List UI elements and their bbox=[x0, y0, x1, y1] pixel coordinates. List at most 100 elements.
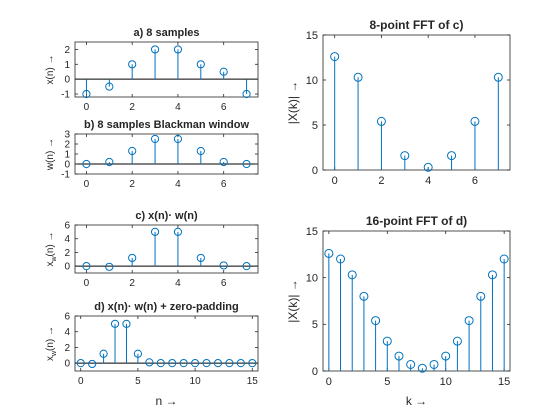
y-tick-label: 1 bbox=[64, 60, 70, 71]
x-tick-label: 4 bbox=[175, 278, 181, 289]
y-tick-label: 0 bbox=[64, 262, 70, 273]
stem-marker bbox=[225, 359, 234, 368]
stem-marker bbox=[196, 253, 205, 263]
stem-marker bbox=[499, 254, 509, 264]
y-tick-label: 6 bbox=[64, 312, 70, 323]
stem-marker bbox=[452, 336, 462, 346]
subplot-4: 0 5 10 15 0 2 4 6 d) x(n)· w(n) + zero-padding xw… bbox=[45, 301, 259, 408]
stem-marker bbox=[145, 358, 154, 367]
y-tick-label: 15 bbox=[306, 226, 318, 238]
stem-marker bbox=[376, 116, 386, 126]
y-axis-label: xw(n) → bbox=[45, 231, 58, 266]
x-tick-label: 10 bbox=[440, 376, 452, 388]
stem-marker bbox=[133, 349, 143, 358]
x-tick-label: 0 bbox=[84, 179, 90, 190]
y-tick-label: 5 bbox=[312, 120, 318, 132]
stem-marker bbox=[236, 359, 245, 368]
y-tick-label: 10 bbox=[306, 273, 318, 285]
y-tick-label: 2 bbox=[64, 248, 70, 259]
x-tick-label: 2 bbox=[378, 175, 384, 187]
stem-marker bbox=[82, 89, 91, 99]
stem-marker bbox=[82, 262, 91, 271]
x-tick-label: 6 bbox=[472, 175, 478, 187]
stem-marker bbox=[196, 60, 205, 69]
x-tick-label: 15 bbox=[498, 376, 510, 388]
chart-title: d) x(n)· w(n) + zero-padding bbox=[94, 301, 239, 313]
y-tick-label: 15 bbox=[306, 30, 318, 42]
stem-marker bbox=[242, 89, 251, 99]
stem-marker bbox=[99, 349, 108, 358]
x-tick-label: 2 bbox=[129, 179, 135, 190]
y-tick-label: 4 bbox=[64, 234, 70, 245]
chart-title: c) x(n)· w(n) bbox=[135, 210, 198, 222]
stem-marker bbox=[179, 359, 188, 368]
x-tick-label: 6 bbox=[221, 278, 227, 289]
y-tick-label: 0 bbox=[64, 359, 70, 370]
x-tick-label: 5 bbox=[135, 376, 141, 387]
stem-marker bbox=[441, 351, 451, 361]
stem-marker bbox=[105, 262, 114, 271]
x-tick-label: 0 bbox=[84, 102, 90, 113]
stem-marker bbox=[219, 157, 228, 167]
stem-marker bbox=[324, 248, 334, 258]
stem-marker bbox=[150, 45, 160, 54]
stem-marker bbox=[190, 359, 200, 368]
chart-title: 16-point FFT of d) bbox=[366, 214, 467, 228]
stem-marker bbox=[128, 60, 137, 69]
stem-marker bbox=[128, 146, 137, 156]
y-tick-label: 2 bbox=[64, 45, 70, 56]
stem-marker bbox=[88, 359, 97, 369]
stem-marker bbox=[150, 134, 160, 144]
stem-marker bbox=[105, 157, 114, 167]
stem-marker bbox=[76, 359, 85, 368]
stem-marker bbox=[470, 116, 480, 126]
y-axis-label: w(n) → bbox=[45, 138, 56, 171]
stem-marker bbox=[242, 159, 251, 169]
stem-marker bbox=[423, 162, 433, 172]
y-tick-label: 0 bbox=[64, 75, 70, 86]
chart-title: 8-point FFT of c) bbox=[370, 18, 464, 32]
axes-box bbox=[74, 315, 259, 372]
x-tick-label: 2 bbox=[129, 102, 135, 113]
stem-marker bbox=[82, 159, 91, 169]
chart-title: a) 8 samples bbox=[133, 27, 199, 39]
y-axis-label: |X(k)| → bbox=[286, 81, 300, 125]
stem-marker bbox=[173, 227, 183, 236]
y-tick-label: -1 bbox=[61, 90, 70, 101]
chart-title: b) 8 samples Blackman window bbox=[84, 119, 249, 131]
stem-marker bbox=[447, 151, 457, 161]
x-tick-label: 2 bbox=[129, 278, 135, 289]
y-tick-label: 10 bbox=[306, 75, 318, 87]
stem-marker bbox=[336, 254, 346, 264]
subplot-5: 0 2 4 6 0 5 10 15 8-point FFT of c) |X(k)| → bbox=[286, 18, 511, 187]
stem-marker bbox=[382, 336, 392, 346]
stem-marker bbox=[394, 351, 404, 361]
x-tick-label: 0 bbox=[84, 278, 90, 289]
stem-marker bbox=[406, 359, 416, 369]
y-tick-label: 0 bbox=[312, 165, 318, 177]
y-tick-label: 2 bbox=[64, 140, 70, 151]
stem-marker bbox=[242, 262, 251, 271]
stem-marker bbox=[219, 261, 228, 270]
stem-marker bbox=[219, 67, 228, 76]
y-tick-label: 0 bbox=[312, 366, 318, 378]
stem-marker bbox=[213, 359, 223, 368]
x-tick-label: 4 bbox=[175, 179, 181, 190]
y-tick-label: 5 bbox=[312, 319, 318, 331]
x-tick-label: 15 bbox=[247, 376, 259, 387]
y-tick-label: 4 bbox=[64, 327, 70, 338]
x-tick-label: 6 bbox=[221, 179, 227, 190]
x-tick-label: 0 bbox=[78, 376, 84, 387]
stem-marker bbox=[429, 359, 439, 369]
stem-marker bbox=[347, 270, 357, 280]
axes-box bbox=[322, 34, 511, 171]
x-tick-label: 6 bbox=[221, 102, 227, 113]
x-tick-label: 4 bbox=[175, 102, 181, 113]
y-axis-label: xw(n) → bbox=[45, 326, 58, 361]
axes-box bbox=[74, 133, 259, 175]
stem-marker bbox=[150, 227, 160, 236]
stem-marker bbox=[353, 72, 363, 82]
stem-marker bbox=[196, 146, 205, 156]
x-tick-label: 0 bbox=[326, 376, 332, 388]
